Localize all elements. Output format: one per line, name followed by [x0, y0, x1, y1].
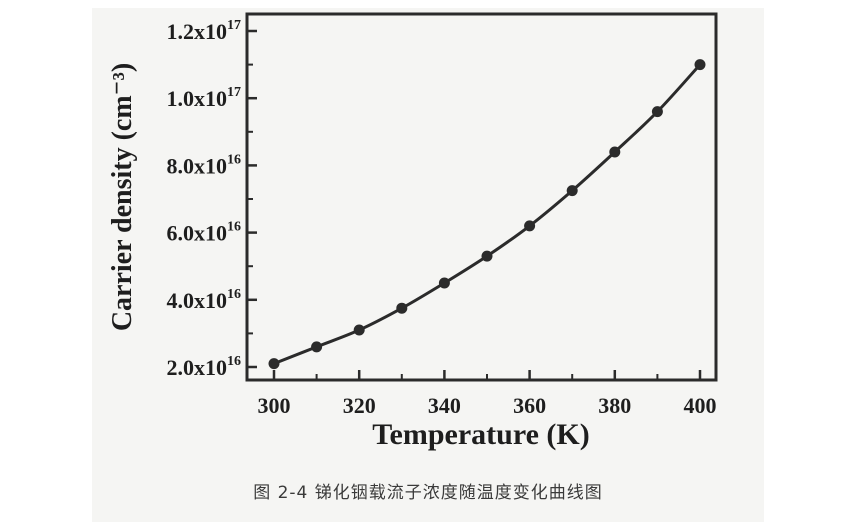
x-tick-label: 340	[428, 393, 461, 418]
data-point	[268, 358, 280, 370]
data-point	[566, 185, 578, 197]
data-point	[396, 302, 408, 314]
series-line	[273, 63, 702, 366]
data-markers	[268, 59, 706, 370]
y-tick-label: 2.0x1016	[167, 354, 242, 380]
data-point	[481, 250, 493, 262]
y-tick-labels: 2.0x1016 4.0x1016 6.0x1016 8.0x1016 1.0x1017…	[167, 18, 242, 380]
x-tick-label: 300	[258, 393, 291, 418]
x-tick-label: 320	[343, 393, 376, 418]
data-point	[524, 220, 536, 232]
figure-caption: 图 2-4 锑化铟载流子浓度随温度变化曲线图	[253, 483, 603, 503]
x-tick-label: 400	[684, 393, 717, 418]
x-tick-labels: 300 320 340 360 380 400	[258, 393, 717, 418]
y-tick-label: 1.0x1017	[167, 85, 242, 111]
data-point	[311, 341, 323, 353]
y-tick-label: 4.0x1016	[167, 287, 242, 313]
x-tick-label: 380	[598, 393, 631, 418]
x-axis-title: Temperature (K)	[372, 418, 589, 451]
data-point	[438, 277, 450, 289]
y-tick-label: 8.0x1016	[167, 152, 242, 178]
scan-background	[92, 8, 764, 522]
tick-marks	[247, 29, 702, 380]
data-point	[694, 59, 706, 71]
x-tick-label: 360	[513, 393, 546, 418]
data-point	[609, 146, 621, 158]
data-point	[353, 324, 365, 336]
y-axis-title: Carrier density (cm⁻³)	[107, 63, 138, 331]
data-point	[651, 106, 663, 118]
plot-frame	[245, 12, 718, 382]
y-tick-label: 6.0x1016	[167, 220, 242, 246]
y-tick-label: 1.2x1017	[167, 18, 242, 44]
